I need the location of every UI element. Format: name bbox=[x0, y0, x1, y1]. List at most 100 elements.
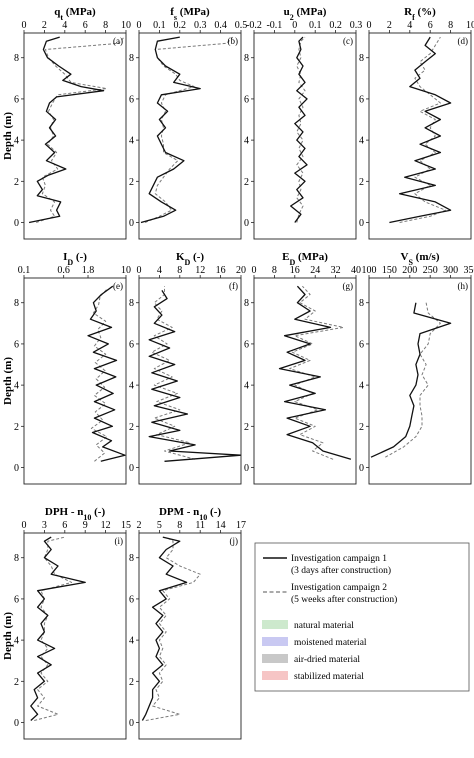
y-tick-label: 0 bbox=[244, 218, 249, 229]
series-group bbox=[389, 36, 452, 224]
x-tick-label: 12 bbox=[195, 265, 205, 276]
x-tick-label: 15 bbox=[121, 520, 131, 531]
y-tick-label: 0 bbox=[14, 463, 19, 474]
plot-area bbox=[24, 533, 126, 739]
plot-area bbox=[24, 33, 126, 239]
panel-label: (g) bbox=[343, 281, 354, 291]
x-tick-label: 0 bbox=[22, 520, 27, 531]
y-tick-label: 6 bbox=[129, 94, 134, 105]
x-tick-label: 250 bbox=[423, 265, 438, 276]
panel-title: u2 (MPa) bbox=[284, 6, 327, 22]
legend-swatch-moistened bbox=[262, 637, 288, 646]
panel-label: (j) bbox=[230, 536, 239, 546]
series-group bbox=[278, 285, 352, 460]
panel-label: (b) bbox=[228, 36, 239, 46]
panel-title: KD (-) bbox=[176, 251, 204, 267]
y-tick-label: 2 bbox=[14, 677, 19, 688]
panel-title: Rf (%) bbox=[404, 6, 436, 22]
y-tick-label: 6 bbox=[359, 94, 364, 105]
y-tick-label: 8 bbox=[14, 553, 19, 564]
x-tick-label: 16 bbox=[290, 265, 300, 276]
y-tick-label: 6 bbox=[14, 594, 19, 605]
series-line-campaign1 bbox=[141, 536, 188, 721]
x-tick-label: 0.3 bbox=[350, 20, 363, 31]
y-tick-label: 2 bbox=[244, 177, 249, 188]
legend-campaign2-line2: (5 weeks after construction) bbox=[291, 594, 397, 605]
y-axis-label: Depth (m) bbox=[2, 612, 14, 660]
x-tick-label: 0.5 bbox=[235, 20, 248, 31]
legend-moistened: moistened material bbox=[294, 638, 367, 648]
x-tick-label: -0.1 bbox=[266, 20, 282, 31]
panel-label: (h) bbox=[458, 281, 469, 291]
x-tick-label: 6 bbox=[62, 520, 67, 531]
y-tick-label: 0 bbox=[359, 218, 364, 229]
y-tick-label: 2 bbox=[244, 422, 249, 433]
series-line-campaign1 bbox=[140, 36, 201, 224]
legend-campaign1-line1: Investigation campaign 1 bbox=[291, 554, 387, 564]
x-tick-label: 3 bbox=[42, 520, 47, 531]
plot-frame bbox=[138, 32, 242, 240]
plot-frame bbox=[253, 32, 357, 240]
panel-a: 0 2 4 6 8 10 0 2 4 6 8 qt (MPa) (a) Depth (m) bbox=[2, 6, 131, 240]
x-tick-label: 0.1 bbox=[153, 20, 166, 31]
x-tick-label: 40 bbox=[351, 265, 361, 276]
y-tick-label: 8 bbox=[359, 53, 364, 64]
x-tick-label: 350 bbox=[464, 265, 474, 276]
x-tick-label: 150 bbox=[382, 265, 397, 276]
y-tick-label: 2 bbox=[129, 177, 134, 188]
y-tick-label: 6 bbox=[129, 594, 134, 605]
x-tick-label: 17 bbox=[236, 520, 246, 531]
panel-title: VS (m/s) bbox=[401, 251, 440, 267]
plot-area bbox=[369, 278, 471, 484]
series-line-campaign1 bbox=[87, 285, 126, 462]
panel-b: 0 0.1 0.2 0.3 0.4 0.5 0 2 4 6 8 fs (MPa) (b) bbox=[129, 6, 248, 240]
y-tick-label: 4 bbox=[129, 381, 134, 392]
y-tick-label: 6 bbox=[244, 339, 249, 350]
legend: Investigation campaign 1 (3 days after c… bbox=[254, 542, 470, 692]
plot-area bbox=[139, 533, 241, 739]
y-tick-label: 8 bbox=[14, 53, 19, 64]
series-line-campaign1 bbox=[28, 36, 105, 224]
legend-airdried: air-dried material bbox=[294, 655, 360, 665]
x-tick-label: 4 bbox=[62, 20, 67, 31]
series-group bbox=[30, 536, 86, 721]
legend-natural: natural material bbox=[294, 621, 354, 631]
y-tick-label: 2 bbox=[129, 422, 134, 433]
x-tick-label: 10 bbox=[466, 20, 474, 31]
y-tick-label: 0 bbox=[14, 718, 19, 729]
plot-area bbox=[254, 33, 356, 239]
y-tick-label: 6 bbox=[359, 339, 364, 350]
series-line-campaign2 bbox=[34, 536, 73, 721]
x-tick-label: 8 bbox=[448, 20, 453, 31]
x-tick-label: 6 bbox=[83, 20, 88, 31]
plot-frame bbox=[138, 532, 242, 740]
y-tick-label: 4 bbox=[14, 381, 19, 392]
y-axis-label: Depth (m) bbox=[2, 112, 14, 160]
panel-label: (i) bbox=[115, 536, 124, 546]
y-tick-label: 4 bbox=[14, 136, 19, 147]
plot-frame bbox=[23, 277, 127, 485]
y-tick-label: 4 bbox=[129, 636, 134, 647]
plot-area bbox=[24, 278, 126, 484]
x-tick-label: 11 bbox=[195, 520, 205, 531]
y-axis-label: Depth (m) bbox=[2, 357, 14, 405]
x-tick-label: 10 bbox=[121, 20, 131, 31]
x-tick-label: 0.4 bbox=[214, 20, 227, 31]
x-tick-label: 8 bbox=[177, 265, 182, 276]
y-tick-label: 6 bbox=[244, 94, 249, 105]
x-tick-label: -0.2 bbox=[246, 20, 262, 31]
y-tick-label: 2 bbox=[129, 677, 134, 688]
y-tick-label: 2 bbox=[14, 422, 19, 433]
legend-campaign1-line2: (3 days after construction) bbox=[291, 565, 391, 576]
y-tick-label: 8 bbox=[359, 298, 364, 309]
x-tick-label: 16 bbox=[216, 265, 226, 276]
y-tick-label: 2 bbox=[359, 422, 364, 433]
x-tick-label: 0.3 bbox=[194, 20, 207, 31]
x-tick-label: 5 bbox=[157, 520, 162, 531]
x-tick-label: 0 bbox=[22, 20, 27, 31]
plot-frame bbox=[23, 532, 127, 740]
series-group bbox=[148, 286, 241, 462]
